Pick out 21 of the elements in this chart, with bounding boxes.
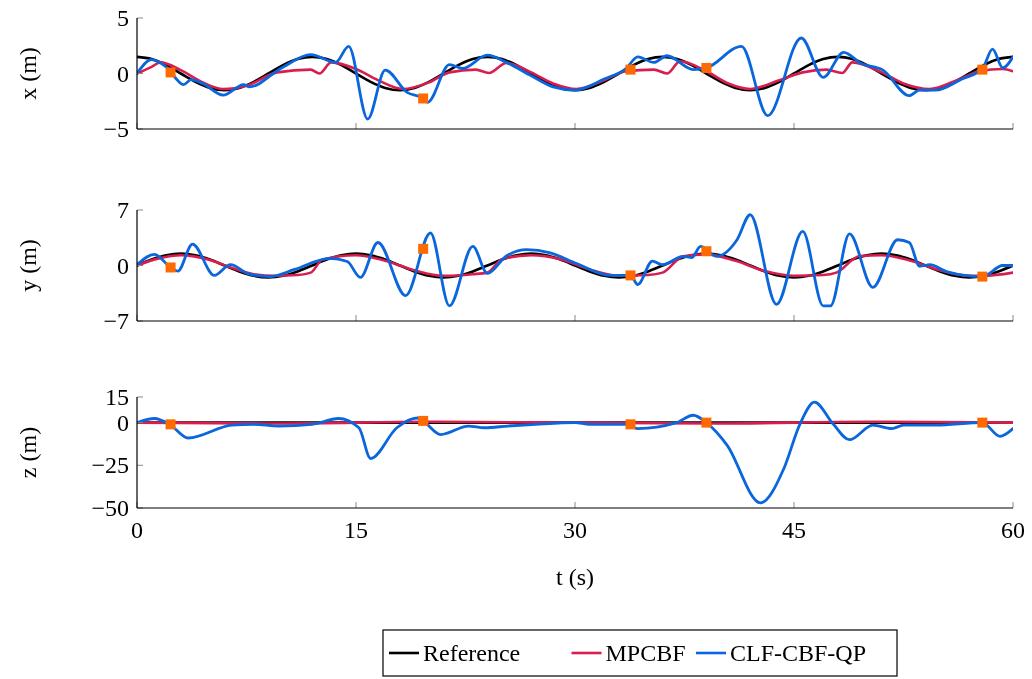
y-tick-label: −25 <box>91 452 129 479</box>
x-tick-label: 45 <box>782 517 806 543</box>
y-tick-label: −7 <box>103 308 129 334</box>
y-tick-label: 15 <box>105 384 129 410</box>
y-axis-title: y (m) <box>15 239 41 292</box>
y-tick-label: 0 <box>117 252 129 279</box>
y-tick-label: 7 <box>117 197 129 223</box>
y-axis-title: x (m) <box>15 47 41 100</box>
x-tick-label: 60 <box>1001 517 1025 543</box>
legend-label: MPCBF <box>605 640 686 666</box>
y-tick-label: 0 <box>117 409 129 436</box>
x-tick-label: 30 <box>563 517 587 543</box>
y-axis-title: z (m) <box>15 426 41 479</box>
x-tick-label: 15 <box>344 517 368 543</box>
y-tick-label: −50 <box>91 495 129 521</box>
y-tick-label: 0 <box>117 60 129 87</box>
legend-label: Reference <box>423 640 521 666</box>
y-tick-label: 5 <box>117 5 129 31</box>
x-axis-title: t (s) <box>556 564 594 590</box>
legend-label: CLF-CBF-QP <box>730 640 867 666</box>
y-tick-label: −5 <box>103 116 129 142</box>
